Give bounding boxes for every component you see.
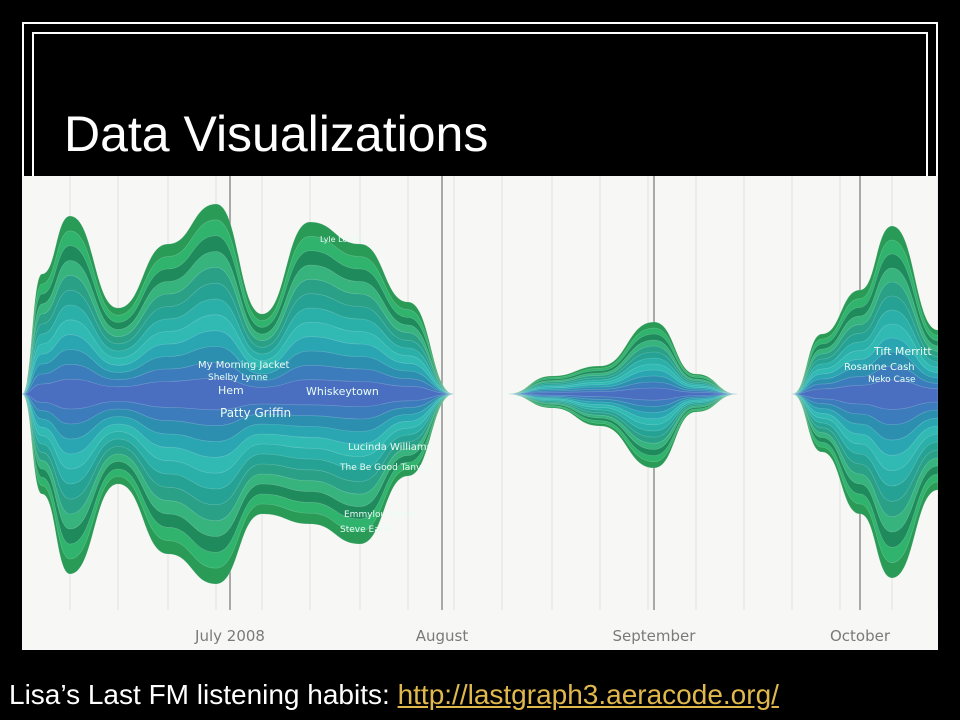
- artist-label: Shelby Lynne: [208, 373, 268, 383]
- artist-label: Lyle Lovett: [320, 235, 363, 244]
- artist-labels: Lyle Lovett My Morning Jacket Shelby Lynne…: [198, 235, 932, 535]
- artist-label: Patty Griffin: [220, 406, 291, 420]
- caption: Lisa’s Last FM listening habits: http://…: [9, 676, 779, 714]
- artist-label: Steve Earle: [340, 525, 392, 535]
- artist-label: Lucinda Williams: [348, 442, 432, 453]
- month-label-september: September: [613, 627, 697, 645]
- artist-label: Rosanne Cash: [844, 362, 915, 373]
- month-label-august: August: [416, 627, 469, 645]
- slide-title: Data Visualizations: [64, 106, 489, 162]
- artist-label: Tift Merritt: [873, 345, 932, 358]
- stream-block-october-layer: [791, 379, 938, 410]
- artist-label: The Be Good Tanyas: [339, 463, 432, 473]
- artist-label: Hem: [218, 384, 244, 397]
- month-label-july: July 2008: [194, 627, 265, 645]
- slide-frame-inner: [32, 32, 928, 176]
- stream-block-september-layer: [506, 387, 739, 401]
- artist-label: Emmylou Harris: [344, 510, 416, 520]
- artist-label: My Morning Jacket: [198, 360, 290, 371]
- stream-block-july-august-layer: [22, 377, 455, 411]
- artist-label: Whiskeytown: [306, 385, 379, 398]
- month-label-october: October: [830, 627, 891, 645]
- streamgraph-image: Lyle Lovett My Morning Jacket Shelby Lynne…: [22, 176, 938, 650]
- lastgraph-link[interactable]: http://lastgraph3.aeracode.org/: [397, 679, 779, 710]
- slide-frame-outer: [22, 22, 938, 176]
- month-labels: July 2008 August September October: [194, 627, 891, 645]
- caption-text: Lisa’s Last FM listening habits:: [9, 679, 398, 710]
- stream-layers: [22, 203, 938, 585]
- artist-label: Neko Case: [868, 375, 916, 385]
